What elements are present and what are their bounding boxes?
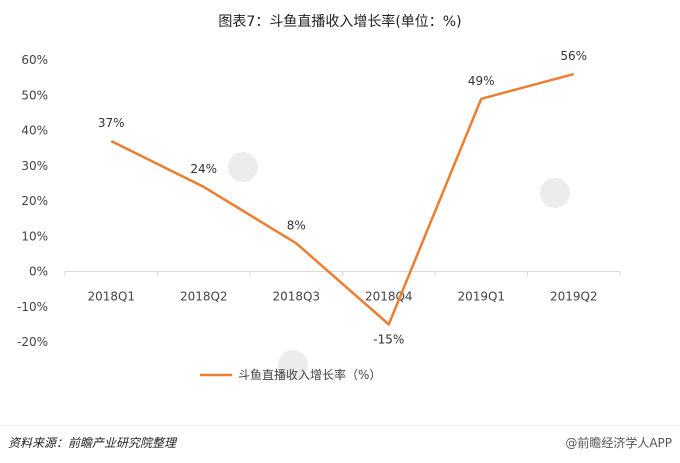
y-tick-label: 40% <box>21 124 48 138</box>
x-tick-label: 2019Q2 <box>550 290 598 304</box>
data-label: 49% <box>468 74 495 88</box>
data-label: 24% <box>190 162 217 176</box>
x-tick-label: 2018Q4 <box>365 290 413 304</box>
data-label: 56% <box>560 49 587 63</box>
y-tick-label: -20% <box>17 335 48 349</box>
y-tick-label: 0% <box>29 265 48 279</box>
source-note: 资料来源：前瞻产业研究院整理 <box>8 436 177 450</box>
chart-title: 图表7：斗鱼直播收入增长率(单位：%) <box>218 14 462 30</box>
y-tick-label: 60% <box>21 53 48 67</box>
x-tick-label: 2018Q1 <box>87 290 135 304</box>
x-tick-label: 2019Q1 <box>457 290 505 304</box>
data-label: 8% <box>287 218 306 232</box>
y-tick-label: 10% <box>21 229 48 243</box>
y-tick-label: 20% <box>21 194 48 208</box>
x-tick-label: 2018Q3 <box>272 290 320 304</box>
data-label: 37% <box>98 116 125 130</box>
y-tick-label: 30% <box>21 159 48 173</box>
y-tick-label: -10% <box>17 300 48 314</box>
credit-note: @前瞻经济学人APP <box>565 436 672 450</box>
legend-label: 斗鱼直播收入增长率（%） <box>238 367 381 382</box>
data-label: -15% <box>373 332 404 346</box>
y-tick-label: 50% <box>21 88 48 102</box>
series-line <box>110 72 575 326</box>
x-tick-label: 2018Q2 <box>180 290 228 304</box>
footer-divider <box>0 425 680 426</box>
